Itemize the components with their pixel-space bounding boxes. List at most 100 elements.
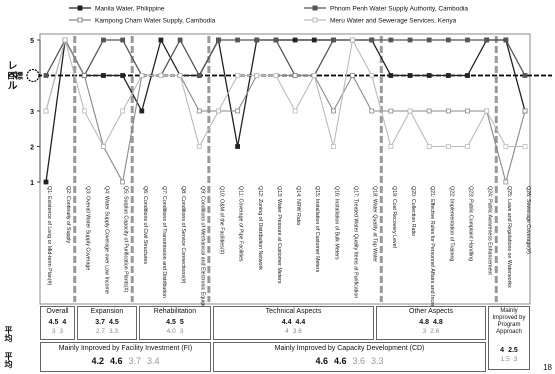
data-point [216,37,221,43]
data-point [101,73,106,78]
y-tick-label: 1 [30,180,34,187]
data-point [503,144,509,149]
legend-label: Phnom Penh Water Supply Authority, Cambo… [330,6,468,13]
summary-values: 4.2 4.6 3.7 3.4 [91,356,160,366]
x-tick-label: Q2: Continuity of Supply [65,186,71,243]
group-values-row2: 1.5 3 [500,356,518,363]
group-title: Technical Aspects [265,308,322,315]
group-values-row1: 3.7 4.5 [95,319,119,326]
data-point [522,144,528,149]
summary-title: Mainly Improved by Facility Investment (… [58,345,193,352]
data-point [407,37,413,43]
data-point [292,73,298,78]
data-point [503,37,509,43]
data-point [426,108,432,114]
data-point [522,108,528,114]
series-line [45,37,526,183]
data-point [81,108,87,114]
data-point [273,73,279,78]
x-tick-label: Q22: Implementation of Training [448,186,454,261]
data-point [330,37,336,43]
legend-marker [312,5,318,11]
data-point [388,108,394,114]
x-tick-label: Q1: Existence of Long or Mid-term Plan(#… [46,186,52,285]
x-tick-label: Q5: Surplus Capacity of Purification Pla… [123,186,129,293]
data-point [139,108,145,114]
data-point [426,73,432,78]
x-tick-label: Q14: NRW Ratio [295,186,301,225]
data-point [369,37,375,43]
x-tick-label: Q25: Laws and Regulations on Waterworks [506,186,512,288]
legend-label: Kampong Cham Water Supply, Cambodia [95,18,216,25]
summary-box-cd: Mainly Improved by Capacity Development … [213,342,486,372]
plot-frame [39,33,531,305]
x-tick-label: Q23: Public Complaint Handling [468,186,474,261]
x-tick-label: Q18: Water Quality at Tap Water [372,186,378,262]
group-values-row2: 4.0 3 [166,328,184,335]
x-tick-label: Q24: Public Awareness Enhancement [487,186,493,275]
x-tick-label: Q12: Zoning of Distribution Network [257,186,263,270]
data-point [465,108,470,114]
group-values-row1: 4.5 5 [166,319,184,326]
group-title: Overall [46,308,69,315]
group-values-row1: 4 2.5 [500,347,518,354]
data-point [426,144,432,149]
y-tick-label: 3 [30,109,34,116]
legend-marker [77,5,83,11]
group-box-program-approach: Mainly Improved by Program Approach 4 2.5… [488,306,530,370]
data-point [484,108,490,114]
group-values-row2: 4 3.6 [285,328,302,335]
data-point [484,37,490,43]
data-point [158,37,164,43]
target-marker [26,68,40,83]
data-point [388,144,394,149]
data-point [177,37,183,43]
data-point [158,73,164,78]
target-line-label: 目標 [7,71,23,81]
x-tick-label: Q10: O&M of the Facilities(#) [218,186,224,255]
legend-label: Manila Water, Philippine [95,6,165,13]
group-box-other: Other Aspects 4.8 4.8 3 2.6 [376,306,486,340]
data-point [369,108,375,114]
data-point [465,37,470,43]
series-line [45,38,526,77]
data-point [101,37,106,43]
data-point [388,73,394,78]
data-point [43,108,49,114]
group-title: Rehabilitation [153,308,197,315]
group-values-row2: 2.7 3.3 [95,328,119,335]
series-line [45,37,525,148]
summary-values: 4.6 4.6 3.6 3.3 [315,356,384,366]
data-point [445,108,451,114]
group-box-rehabilitation: Rehabilitation 4.5 5 4.0 3 [139,306,211,340]
data-point [139,73,145,78]
x-tick-label: Q13: Water Pressure at Customer Meters [276,186,282,284]
x-tick-label: Q26: Sewerage Coverage(#) [525,186,531,254]
data-point [235,144,241,149]
summary-title: Mainly Improved by Capacity Development … [274,345,425,352]
data-point [388,37,394,43]
data-point [235,73,241,78]
data-point [369,73,375,78]
group-values-row1: 4.8 4.8 [419,319,443,326]
data-point [522,73,528,78]
x-tick-label: Q15: Installation of Customer Meters [314,186,320,273]
data-point [445,144,451,149]
data-point [350,73,355,78]
data-point [235,108,241,114]
data-point [177,73,183,78]
x-tick-label: Q20: Collection Ratio [410,186,416,236]
data-point [196,73,202,78]
average-label-bottom: 平均 [4,352,13,368]
legend-label: Meru Water and Sewerage Services, Kenya [330,18,457,25]
x-tick-label: Q11: Coverage of Pipe Facilities [238,186,244,262]
data-point [120,179,126,185]
data-point [465,73,470,78]
data-point [254,37,260,43]
data-point [196,144,202,149]
data-point [120,37,126,43]
